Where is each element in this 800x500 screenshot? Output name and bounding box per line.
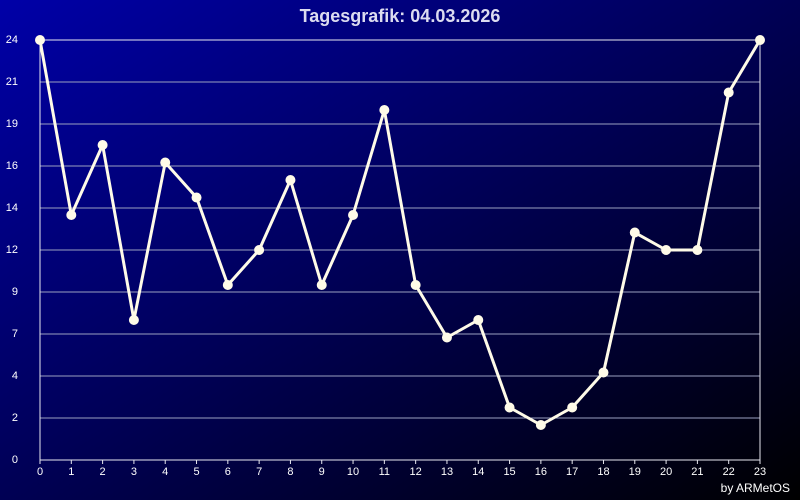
x-tick-label: 13 bbox=[441, 466, 453, 478]
point bbox=[692, 245, 703, 255]
point bbox=[410, 280, 421, 290]
credit: by ARMetOS bbox=[721, 481, 790, 495]
point bbox=[160, 157, 171, 168]
x-tick-label: 23 bbox=[754, 466, 766, 478]
point bbox=[755, 35, 765, 45]
point bbox=[97, 140, 108, 150]
y-tick-label: 14 bbox=[6, 202, 18, 214]
x-tick-label: 17 bbox=[566, 466, 578, 478]
x-tick-label: 1 bbox=[68, 466, 74, 478]
y-tick-label: 0 bbox=[12, 454, 18, 466]
plot-border bbox=[39, 39, 761, 461]
x-tick-label: 19 bbox=[629, 466, 641, 478]
y-tick-label: 21 bbox=[6, 76, 18, 88]
point bbox=[441, 332, 452, 343]
point bbox=[128, 315, 139, 325]
y-tick-label: 12 bbox=[6, 244, 18, 256]
x-tick-label: 4 bbox=[162, 466, 168, 478]
point bbox=[661, 245, 672, 255]
x-tick-label: 20 bbox=[660, 466, 672, 478]
x-tick-label: 3 bbox=[131, 466, 137, 478]
y-tick-label: 16 bbox=[6, 160, 18, 172]
x-tick-label: 8 bbox=[287, 466, 293, 478]
point bbox=[723, 87, 734, 98]
x-tick-label: 18 bbox=[597, 466, 609, 478]
y-tick-label: 7 bbox=[12, 328, 18, 340]
point bbox=[66, 210, 77, 220]
series-line bbox=[38, 39, 762, 427]
x-tick-label: 5 bbox=[193, 466, 199, 478]
x-tick-label: 7 bbox=[256, 466, 262, 478]
point bbox=[504, 402, 515, 413]
y-tick-label: 24 bbox=[6, 34, 18, 46]
x-tick-label: 11 bbox=[379, 466, 390, 478]
point bbox=[35, 35, 45, 45]
point bbox=[191, 192, 202, 203]
chart-title: Tagesgrafik: 04.03.2026 bbox=[300, 6, 501, 26]
y-tick-label: 19 bbox=[6, 118, 18, 130]
x-tick-label: 12 bbox=[410, 466, 422, 478]
point bbox=[222, 280, 233, 290]
x-tick-label: 16 bbox=[535, 466, 547, 478]
x-tick-label: 9 bbox=[319, 466, 325, 478]
x-tick-label: 14 bbox=[472, 466, 484, 478]
point bbox=[254, 245, 265, 255]
point bbox=[567, 402, 578, 413]
x-tick-label: 0 bbox=[37, 466, 43, 478]
point bbox=[535, 420, 546, 430]
point bbox=[285, 175, 296, 185]
x-tick-label: 6 bbox=[225, 466, 231, 478]
x-tick-label: 10 bbox=[347, 466, 359, 478]
point bbox=[629, 227, 640, 238]
x-tick-label: 2 bbox=[100, 466, 106, 478]
x-tick-label: 22 bbox=[723, 466, 735, 478]
x-tick-label: 21 bbox=[691, 466, 703, 478]
point bbox=[379, 105, 390, 115]
point bbox=[473, 315, 484, 325]
point bbox=[316, 280, 327, 290]
point bbox=[598, 367, 609, 378]
y-tick-label: 4 bbox=[12, 370, 18, 382]
y-tick-label: 9 bbox=[12, 286, 18, 298]
y-tick-label: 2 bbox=[12, 412, 18, 424]
x-tick-label: 15 bbox=[503, 466, 515, 478]
point bbox=[348, 210, 359, 220]
